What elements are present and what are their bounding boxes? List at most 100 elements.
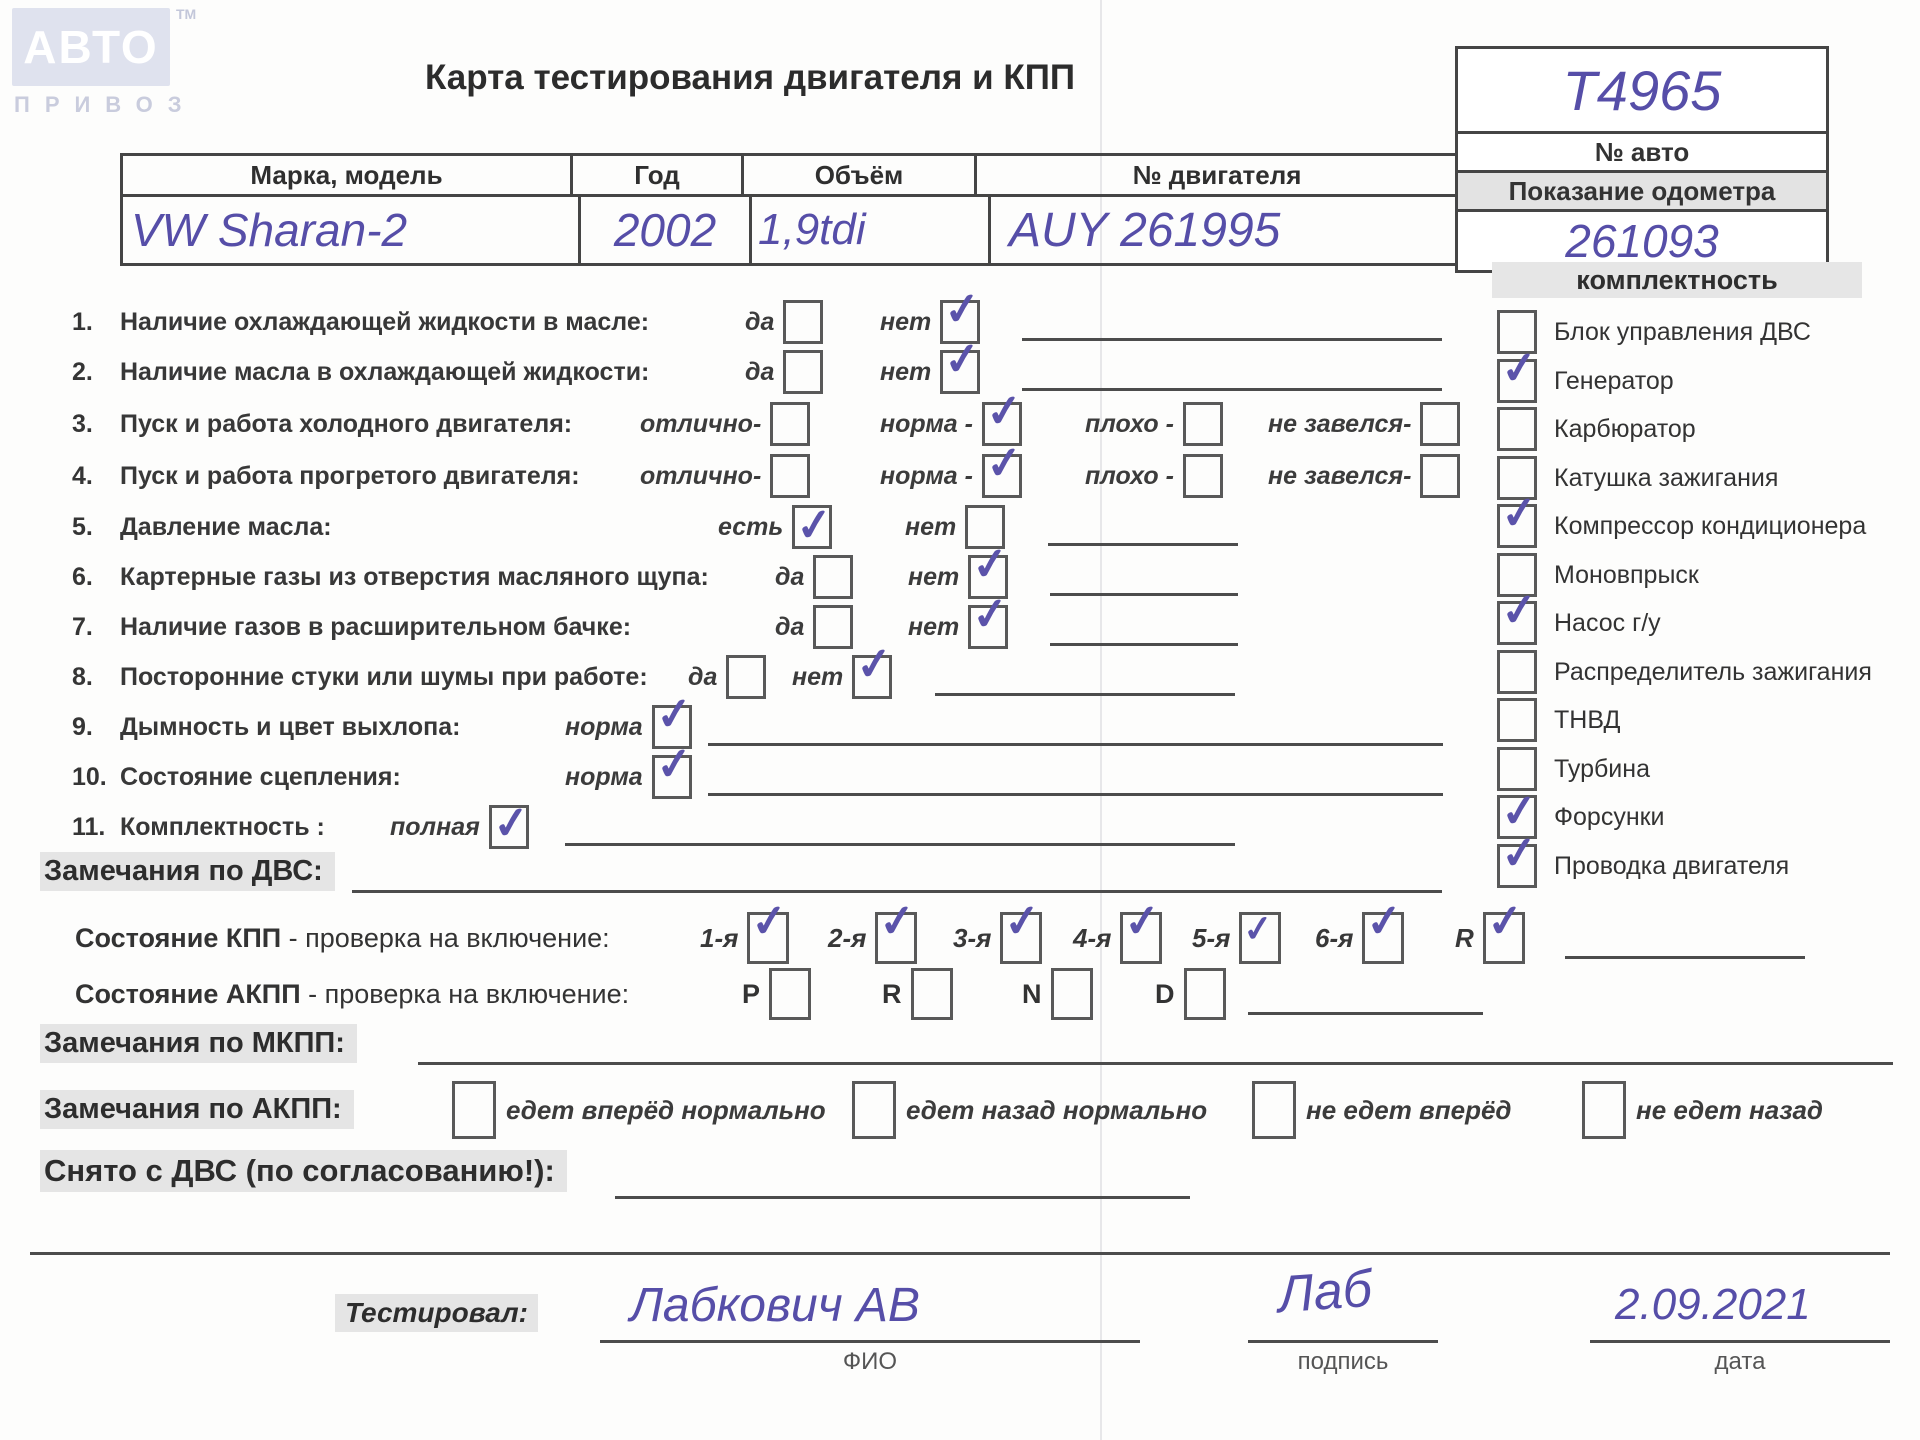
dvs-notes-section: Замечания по ДВС: xyxy=(40,852,335,891)
checkbox[interactable]: ✓ xyxy=(981,437,1025,498)
signature-line xyxy=(1248,1340,1438,1343)
checkbox[interactable]: ✓ xyxy=(940,283,984,344)
checkbox[interactable] xyxy=(1582,1081,1626,1139)
checkbox[interactable] xyxy=(1420,454,1461,498)
checkbox[interactable] xyxy=(965,505,1006,549)
option-label: нет xyxy=(792,662,844,691)
odometer-label: Показание одометра xyxy=(1458,173,1826,212)
akpp-note-option-3: не едет вперёд xyxy=(1252,1081,1512,1139)
odometer-value: 261093 xyxy=(1565,215,1719,267)
akpp-label-bold: Состояние АКПП xyxy=(75,979,301,1009)
completeness-label: Генератор xyxy=(1554,366,1674,395)
checkbox[interactable] xyxy=(1497,553,1537,597)
checkbox[interactable] xyxy=(1497,747,1537,791)
checkbox[interactable]: ✓ xyxy=(981,385,1025,446)
checkbox[interactable]: ✓ xyxy=(852,638,896,699)
option-no: нет ✓ xyxy=(880,283,984,344)
checkbox[interactable] xyxy=(783,300,824,344)
write-in-line xyxy=(1565,956,1805,959)
checkbox[interactable]: ✓ xyxy=(1497,342,1540,403)
checkbox[interactable]: ✓ xyxy=(747,895,791,964)
checkbox[interactable]: ✓ xyxy=(1497,584,1540,645)
check-mark: ✓ xyxy=(941,283,984,336)
checkbox[interactable] xyxy=(1252,1081,1296,1139)
kpp-row: Состояние КПП - проверка на включение: 1… xyxy=(0,895,1805,964)
vehicle-table-header: Марка, модель Год Объём № двигателя xyxy=(123,156,1457,197)
completeness-item: ✓ Форсунки xyxy=(1497,785,1665,839)
write-in-line xyxy=(1050,593,1238,596)
checkbox[interactable] xyxy=(1182,402,1223,446)
kpp-label: Состояние КПП - проверка на включение: xyxy=(75,912,610,964)
checkbox[interactable] xyxy=(1420,402,1461,446)
option-label: не завелся- xyxy=(1268,461,1412,490)
option-label: да xyxy=(775,562,805,591)
completeness-label: ТНВД xyxy=(1554,705,1621,734)
option-normal: норма ✓ xyxy=(565,688,695,749)
checkbox[interactable]: ✓ xyxy=(1497,827,1540,888)
removed-section: Снято с ДВС (по согласованию!): xyxy=(40,1150,567,1192)
checkbox[interactable]: ✓ xyxy=(792,499,835,552)
gear-option-5: 5-я ✓ xyxy=(1192,907,1282,964)
option-normal: норма ✓ xyxy=(565,738,695,799)
checkbox[interactable] xyxy=(813,555,854,599)
gear-label: 4-я xyxy=(1073,922,1112,953)
checkbox[interactable]: ✓ xyxy=(651,688,695,749)
checkbox[interactable]: ✓ xyxy=(968,588,1012,649)
checkbox[interactable] xyxy=(910,968,953,1020)
checkbox[interactable]: ✓ xyxy=(968,538,1012,599)
avtoprivoz-logo: АВТО xyxy=(12,8,170,86)
write-in-line xyxy=(1248,1012,1483,1015)
name-line xyxy=(600,1340,1140,1343)
checkbox[interactable] xyxy=(770,402,811,446)
checkbox[interactable]: ✓ xyxy=(1497,785,1540,839)
checkbox[interactable]: ✓ xyxy=(1497,487,1540,548)
engine-no-value: AUY 261995 xyxy=(1009,203,1281,257)
akpp-note-option-2: едет назад нормально xyxy=(852,1081,1207,1139)
checkbox[interactable] xyxy=(1497,698,1537,742)
checkbox[interactable]: ✓ xyxy=(1120,895,1164,964)
checkbox[interactable] xyxy=(1050,968,1093,1020)
checkbox[interactable] xyxy=(1182,454,1223,498)
checkbox[interactable]: ✓ xyxy=(488,797,532,850)
option-no-start: не завелся- xyxy=(1268,402,1461,446)
checkbox[interactable] xyxy=(1497,310,1537,354)
checkbox[interactable] xyxy=(1497,407,1537,451)
option-label: плохо - xyxy=(1085,409,1174,438)
gear-option-6: 6-я ✓ xyxy=(1315,895,1406,964)
vehicle-table: Марка, модель Год Объём № двигателя VW S… xyxy=(120,153,1460,266)
checkbox[interactable]: ✓ xyxy=(1239,907,1282,964)
option-yes: да xyxy=(745,300,824,344)
checkbox[interactable]: ✓ xyxy=(940,333,984,394)
item-number: 11. xyxy=(72,813,106,841)
write-in-line xyxy=(1050,643,1238,646)
kpp-label-rest: - проверка на включение: xyxy=(281,923,610,953)
checkbox[interactable] xyxy=(1497,650,1537,694)
checkbox[interactable]: ✓ xyxy=(1362,895,1406,964)
option-no: нет ✓ xyxy=(792,638,896,699)
checkbox[interactable] xyxy=(1497,456,1537,500)
checklist-row-10: 10. Состояние сцепления: норма ✓ xyxy=(0,738,1490,799)
checkbox[interactable] xyxy=(769,968,812,1020)
checkbox[interactable]: ✓ xyxy=(875,895,919,964)
option-label: норма xyxy=(565,762,643,791)
checkbox[interactable] xyxy=(783,350,824,394)
checkbox[interactable]: ✓ xyxy=(651,738,695,799)
checkbox[interactable] xyxy=(813,605,854,649)
check-mark: ✓ xyxy=(1498,487,1541,540)
checkbox[interactable] xyxy=(852,1081,896,1139)
checkbox[interactable]: ✓ xyxy=(1000,895,1044,964)
option-label: нет xyxy=(880,307,932,336)
akpp-note-option-1: едет вперёд нормально xyxy=(452,1081,826,1139)
check-mark: ✓ xyxy=(1498,584,1541,637)
option-label: полная xyxy=(390,812,480,841)
checkbox[interactable] xyxy=(726,655,767,699)
checkbox[interactable] xyxy=(452,1081,496,1139)
gear-label: P xyxy=(742,978,761,1009)
check-mark: ✓ xyxy=(983,385,1026,438)
checkbox[interactable] xyxy=(770,454,811,498)
logo-subtitle: ПРИВОЗ xyxy=(14,92,197,117)
checkbox[interactable]: ✓ xyxy=(1482,895,1526,964)
akpp-row: Состояние АКПП - проверка на включение: … xyxy=(0,968,1490,1020)
item-label: Пуск и работа холодного двигателя: xyxy=(120,410,573,438)
checkbox[interactable] xyxy=(1183,968,1226,1020)
